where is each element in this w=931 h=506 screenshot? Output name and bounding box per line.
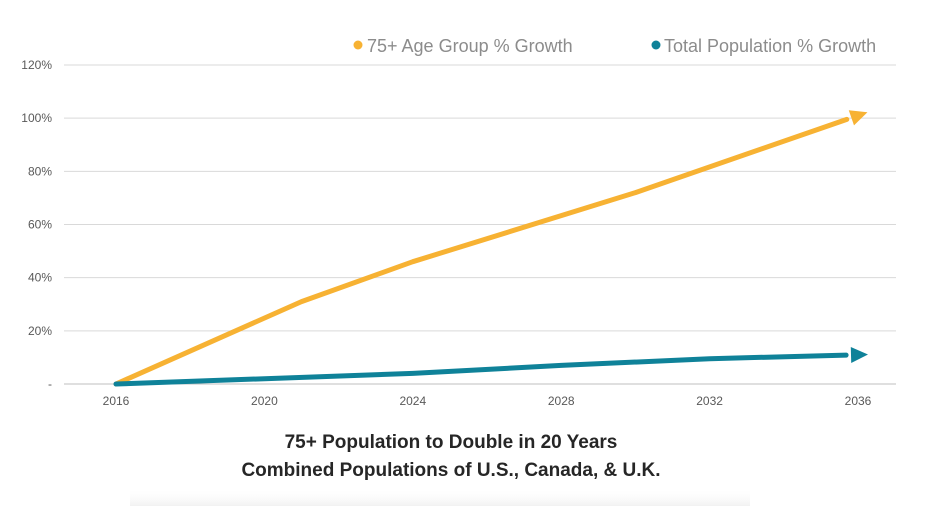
x-tick-label: 2032 bbox=[696, 394, 723, 408]
y-axis-ticks: - 20% 40% 60% 80% 100% 120% bbox=[21, 58, 52, 391]
gridlines bbox=[64, 64, 896, 385]
y-tick-label: - bbox=[48, 377, 52, 391]
y-tick-label: 20% bbox=[28, 324, 52, 338]
y-tick-label: 120% bbox=[21, 58, 52, 72]
legend-marker-total-population bbox=[651, 40, 661, 50]
series-line-0 bbox=[113, 116, 850, 387]
x-tick-label: 2028 bbox=[548, 394, 575, 408]
y-tick-label: 40% bbox=[28, 271, 52, 285]
x-tick-label: 2036 bbox=[845, 394, 872, 408]
legend-label-75-plus: 75+ Age Group % Growth bbox=[367, 36, 573, 56]
series-arrowhead-0 bbox=[848, 110, 868, 126]
chart-subtitle: Combined Populations of U.S., Canada, & … bbox=[241, 460, 660, 481]
x-tick-label: 2016 bbox=[103, 394, 130, 408]
y-tick-label: 80% bbox=[28, 164, 52, 178]
chart-title: 75+ Population to Double in 20 Years bbox=[285, 432, 618, 453]
legend-marker-75-plus bbox=[353, 40, 363, 50]
legend: 75+ Age Group % Growth Total Population … bbox=[353, 36, 876, 56]
series-line-1 bbox=[113, 352, 849, 387]
y-tick-label: 100% bbox=[21, 111, 52, 125]
bottom-shadow bbox=[130, 488, 750, 506]
legend-label-total-population: Total Population % Growth bbox=[664, 36, 876, 56]
x-axis-ticks: 2016 2020 2024 2028 2032 2036 bbox=[103, 394, 872, 408]
y-tick-label: 60% bbox=[28, 218, 52, 232]
x-tick-label: 2024 bbox=[399, 394, 426, 408]
series-lines bbox=[113, 110, 868, 387]
x-tick-label: 2020 bbox=[251, 394, 278, 408]
series-arrowhead-1 bbox=[850, 346, 868, 363]
